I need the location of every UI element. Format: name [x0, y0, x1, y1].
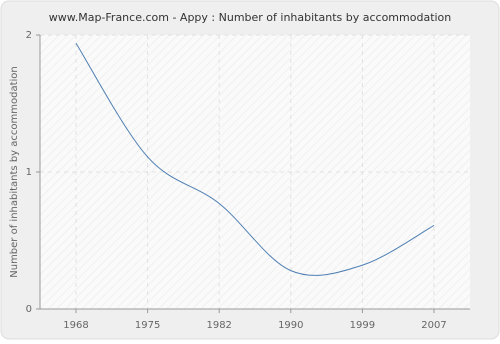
x-tick-label: 1999	[350, 320, 375, 331]
line	[75, 42, 435, 276]
plot: 0 1 2 1968 1975 1982 1990 1999 2007	[26, 30, 470, 331]
y-tick-label: 2	[26, 30, 32, 41]
plot-area	[40, 35, 470, 309]
x-tick-label: 1982	[206, 320, 231, 331]
x-tick-label: 1968	[63, 320, 88, 331]
x-tick-label: 1975	[135, 320, 160, 331]
y-tick-label: 1	[26, 167, 32, 178]
x-tick-label: 2007	[421, 320, 446, 331]
y-axis-label: Number of inhabitants by accommodation	[9, 66, 20, 278]
y-tick-label: 0	[26, 304, 32, 315]
x-tick-label: 1990	[278, 320, 303, 331]
chart-title: www.Map-France.com - Appy : Number of in…	[49, 11, 452, 24]
